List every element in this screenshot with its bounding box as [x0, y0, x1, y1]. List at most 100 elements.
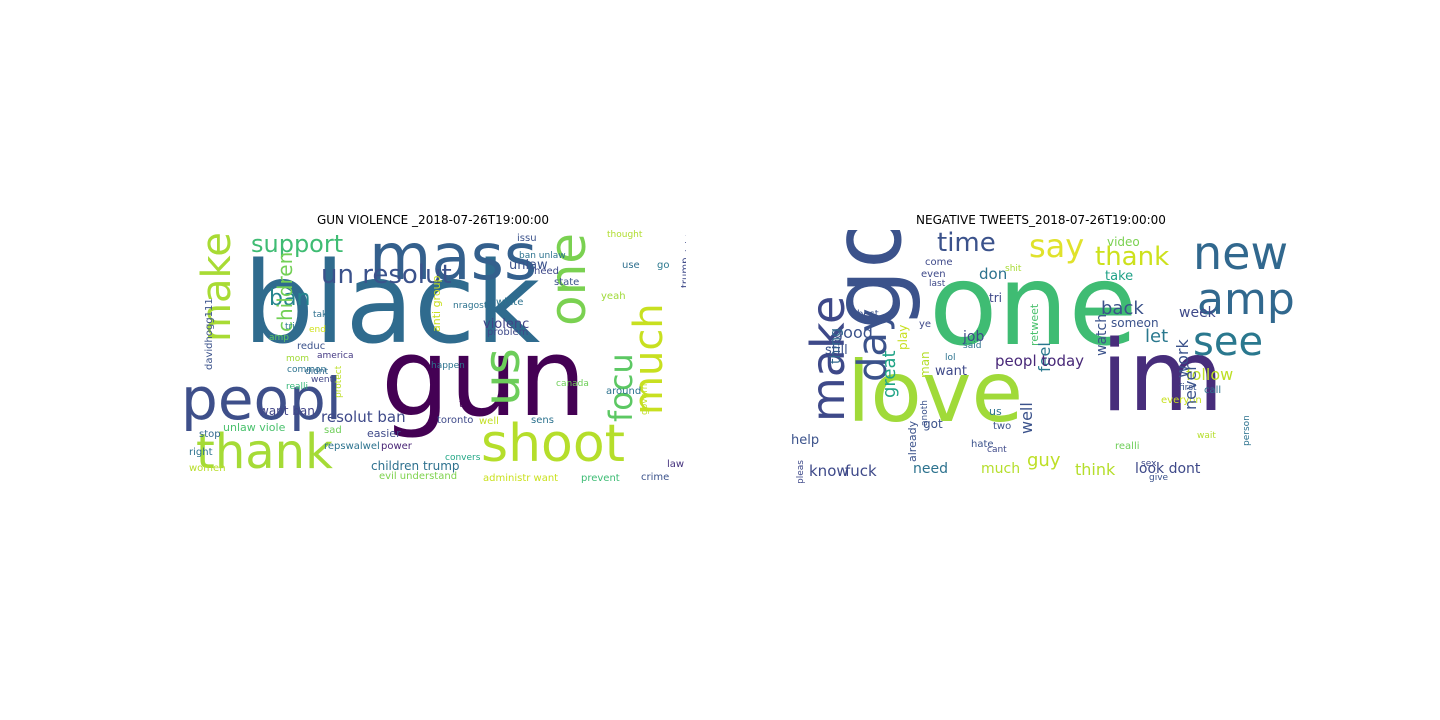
- cloud-word: play: [896, 324, 910, 350]
- cloud-word: repswalwel: [324, 441, 380, 452]
- cloud-word: man: [918, 351, 932, 378]
- cloud-word: crime: [641, 472, 670, 483]
- cloud-word: unlaw viole: [223, 421, 286, 434]
- cloud-word: two: [993, 421, 1012, 432]
- cloud-word: take: [313, 310, 333, 320]
- cloud-word: state: [554, 277, 580, 288]
- cloud-word: un resolut: [321, 260, 452, 290]
- cloud-word: evil understand: [379, 471, 458, 482]
- cloud-word: unlaw: [509, 258, 548, 273]
- cloud-word: support: [251, 230, 344, 258]
- cloud-word: already: [906, 420, 919, 462]
- cloud-word: shoot: [481, 414, 626, 474]
- cloud-word: ye: [919, 319, 932, 330]
- cloud-word: sex: [1141, 459, 1157, 469]
- cloud-word: still: [825, 343, 848, 358]
- cloud-word: yeah: [601, 291, 626, 302]
- cloud-word: mom: [286, 354, 310, 364]
- cloud-word: davidhogg111: [204, 298, 215, 370]
- cloud-word: make: [194, 232, 240, 342]
- cloud-word: right: [189, 447, 213, 458]
- cloud-word: call: [1204, 385, 1222, 396]
- cloud-word: let: [1145, 326, 1169, 347]
- cloud-word: go: [657, 260, 670, 271]
- cloud-word: lol: [945, 353, 956, 363]
- cloud-word: th: [459, 399, 470, 410]
- cloud-word: children: [273, 251, 297, 332]
- cloud-word: amp: [1197, 274, 1294, 325]
- cloud-word: best: [857, 309, 879, 320]
- cloud-word: resolut ban: [321, 408, 406, 426]
- cloud-word: use: [622, 260, 640, 271]
- cloud-word: didnt: [305, 367, 329, 377]
- cloud-word: someon: [1111, 316, 1159, 330]
- right-panel-title: NEGATIVE TWEETS_2018-07-26T19:00:00: [916, 213, 1166, 227]
- cloud-word: black: [243, 239, 541, 369]
- cloud-word: happen: [431, 361, 465, 371]
- cloud-word: toronto: [437, 415, 474, 426]
- cloud-word: convers: [445, 453, 481, 463]
- cloud-word: new: [1193, 230, 1289, 280]
- cloud-word: protect: [334, 365, 344, 398]
- cloud-word: violenc: [483, 317, 530, 332]
- cloud-word: guy: [1027, 450, 1061, 471]
- cloud-word: anti group: [430, 275, 443, 332]
- cloud-word: everyon: [1161, 395, 1202, 406]
- cloud-word: end: [309, 325, 326, 335]
- cloud-word: even: [921, 269, 946, 280]
- cloud-word: got: [923, 417, 943, 431]
- cloud-word: women: [189, 463, 226, 474]
- cloud-word: video: [1107, 235, 1140, 249]
- cloud-word: help: [791, 433, 820, 448]
- right-word-cloud: one love im go new amp see make day time say thank b…: [789, 230, 1294, 483]
- cloud-word: tri: [989, 291, 1002, 305]
- cloud-word: issu: [517, 233, 537, 244]
- cloud-word: give: [1149, 473, 1169, 483]
- cloud-word: peopl today: [995, 352, 1085, 370]
- cloud-word: last: [929, 279, 946, 289]
- cloud-word: said: [963, 341, 982, 351]
- cloud-word: know: [809, 462, 849, 480]
- cloud-word: want: [935, 364, 967, 379]
- cloud-word: great: [879, 350, 900, 398]
- cloud-word: first: [1179, 383, 1197, 393]
- cloud-word: peopl: [181, 365, 342, 433]
- cloud-word: mass: [369, 230, 538, 295]
- left-panel-title: GUN VIOLENCE _2018-07-26T19:00:00: [316, 213, 550, 227]
- cloud-word: back: [1101, 298, 1144, 319]
- cloud-word: come: [925, 257, 953, 268]
- cloud-word: time: [937, 230, 996, 258]
- cloud-word: sad: [324, 425, 342, 436]
- cloud-word: thank: [196, 424, 333, 480]
- cloud-word: stop: [199, 429, 221, 440]
- cloud-word: canada: [556, 379, 589, 389]
- cloud-word: well: [1017, 402, 1036, 434]
- cloud-word: good: [833, 323, 873, 342]
- cloud-word: one: [929, 241, 1138, 371]
- cloud-word: take: [1105, 269, 1134, 284]
- cloud-word: sens: [531, 415, 554, 426]
- cloud-word: thought: [607, 230, 643, 240]
- cloud-word: hate: [971, 439, 994, 450]
- cloud-word: prevent: [581, 473, 620, 484]
- cloud-word: us: [989, 405, 1002, 418]
- cloud-word: watch: [1094, 313, 1110, 356]
- cloud-word: us: [473, 348, 531, 406]
- cloud-word: administr want: [483, 473, 559, 484]
- cloud-word: went: [311, 375, 334, 385]
- cloud-word: anoth: [920, 400, 930, 426]
- cloud-word: america: [317, 351, 354, 361]
- cloud-word: see: [1193, 319, 1264, 365]
- cloud-word: much: [981, 461, 1021, 477]
- cloud-word: retweet: [1028, 303, 1041, 346]
- cloud-word: reduc: [297, 341, 326, 352]
- cloud-word: well: [479, 416, 499, 427]
- cloud-word: govern: [640, 383, 650, 415]
- cloud-word: realli: [1115, 441, 1140, 452]
- cloud-word: wait: [1197, 431, 1216, 441]
- cloud-word: problem: [487, 327, 529, 338]
- cloud-word: law: [667, 459, 685, 470]
- cloud-word: say: [1029, 230, 1085, 265]
- cloud-word: common: [287, 365, 327, 375]
- cloud-word: gun: [381, 316, 587, 441]
